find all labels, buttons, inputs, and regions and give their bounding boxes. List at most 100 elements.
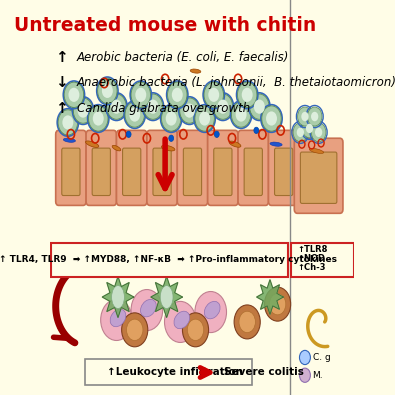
Ellipse shape xyxy=(160,286,173,308)
Circle shape xyxy=(250,94,269,119)
Circle shape xyxy=(199,111,210,126)
Circle shape xyxy=(265,287,291,321)
Text: M.: M. xyxy=(312,371,323,380)
Text: Aerobic bacteria (E. coli, E. faecalis): Aerobic bacteria (E. coli, E. faecalis) xyxy=(77,51,290,64)
Circle shape xyxy=(302,119,317,138)
Circle shape xyxy=(213,94,233,119)
Text: Untreated mouse with chitin: Untreated mouse with chitin xyxy=(14,16,316,35)
Text: Anaerobic bacteria (L. johnsonii,  B. thetaiotaomicron): Anaerobic bacteria (L. johnsonii, B. the… xyxy=(77,77,395,89)
Circle shape xyxy=(143,94,163,119)
Circle shape xyxy=(125,102,145,127)
FancyBboxPatch shape xyxy=(269,130,299,205)
Circle shape xyxy=(184,103,195,118)
Text: ↓: ↓ xyxy=(55,75,68,90)
Circle shape xyxy=(234,305,260,339)
Circle shape xyxy=(266,111,277,126)
Circle shape xyxy=(93,111,104,126)
Circle shape xyxy=(217,100,228,114)
FancyBboxPatch shape xyxy=(51,243,288,276)
Circle shape xyxy=(122,313,148,347)
Ellipse shape xyxy=(162,145,175,151)
Circle shape xyxy=(239,311,256,333)
FancyBboxPatch shape xyxy=(92,148,111,196)
Circle shape xyxy=(62,115,73,130)
FancyBboxPatch shape xyxy=(300,152,337,203)
Text: ↑: ↑ xyxy=(55,50,68,65)
Circle shape xyxy=(88,106,108,131)
FancyBboxPatch shape xyxy=(86,130,117,205)
FancyBboxPatch shape xyxy=(85,359,252,385)
Circle shape xyxy=(126,131,131,137)
Ellipse shape xyxy=(229,141,241,147)
Circle shape xyxy=(254,127,259,134)
Circle shape xyxy=(301,112,308,121)
FancyBboxPatch shape xyxy=(208,130,238,205)
FancyBboxPatch shape xyxy=(62,148,80,196)
Circle shape xyxy=(166,111,177,126)
Circle shape xyxy=(68,88,79,102)
Circle shape xyxy=(306,124,313,133)
Ellipse shape xyxy=(270,142,282,146)
Circle shape xyxy=(262,106,281,131)
Text: ↑: ↑ xyxy=(55,101,68,116)
FancyBboxPatch shape xyxy=(183,148,201,196)
Circle shape xyxy=(135,88,146,102)
Circle shape xyxy=(107,94,126,119)
Text: Candida glabrata overgrowth: Candida glabrata overgrowth xyxy=(77,102,250,115)
Circle shape xyxy=(297,128,304,137)
Ellipse shape xyxy=(309,149,324,153)
Circle shape xyxy=(131,290,163,331)
Circle shape xyxy=(237,82,257,107)
Ellipse shape xyxy=(112,145,121,151)
FancyBboxPatch shape xyxy=(50,0,290,395)
FancyBboxPatch shape xyxy=(56,130,86,205)
Circle shape xyxy=(111,100,122,114)
Circle shape xyxy=(58,110,77,135)
FancyBboxPatch shape xyxy=(275,148,293,196)
FancyBboxPatch shape xyxy=(117,130,147,205)
Ellipse shape xyxy=(110,309,126,327)
Circle shape xyxy=(208,88,219,102)
Ellipse shape xyxy=(204,301,220,319)
Circle shape xyxy=(195,292,226,333)
Circle shape xyxy=(195,106,214,131)
FancyBboxPatch shape xyxy=(291,243,354,276)
Circle shape xyxy=(131,82,150,107)
FancyBboxPatch shape xyxy=(122,148,141,196)
Circle shape xyxy=(236,107,246,122)
Circle shape xyxy=(293,123,308,142)
Circle shape xyxy=(162,106,181,131)
FancyBboxPatch shape xyxy=(153,148,171,196)
Circle shape xyxy=(167,82,187,107)
Circle shape xyxy=(77,103,88,118)
FancyBboxPatch shape xyxy=(214,148,232,196)
Circle shape xyxy=(315,128,322,137)
FancyBboxPatch shape xyxy=(238,130,269,205)
Circle shape xyxy=(204,82,224,107)
Circle shape xyxy=(164,301,196,342)
Ellipse shape xyxy=(174,311,190,329)
Circle shape xyxy=(242,88,253,102)
Circle shape xyxy=(180,98,199,123)
Circle shape xyxy=(269,293,286,315)
Text: ↑NOD: ↑NOD xyxy=(297,254,325,263)
Circle shape xyxy=(311,112,318,121)
Circle shape xyxy=(187,319,204,340)
Circle shape xyxy=(172,88,183,102)
Circle shape xyxy=(307,107,322,126)
Ellipse shape xyxy=(112,286,124,308)
FancyBboxPatch shape xyxy=(290,0,354,395)
Circle shape xyxy=(182,313,209,347)
Circle shape xyxy=(147,100,158,114)
Circle shape xyxy=(98,78,117,103)
Circle shape xyxy=(299,350,310,365)
Circle shape xyxy=(214,131,219,137)
Ellipse shape xyxy=(86,141,99,147)
Text: C. g: C. g xyxy=(312,353,330,362)
Text: Severe colitis: Severe colitis xyxy=(224,367,304,378)
Circle shape xyxy=(102,84,113,98)
Ellipse shape xyxy=(141,299,156,317)
Text: ↑Leukocyte infiltration: ↑Leukocyte infiltration xyxy=(107,367,243,378)
Polygon shape xyxy=(151,276,182,318)
FancyBboxPatch shape xyxy=(294,138,343,213)
